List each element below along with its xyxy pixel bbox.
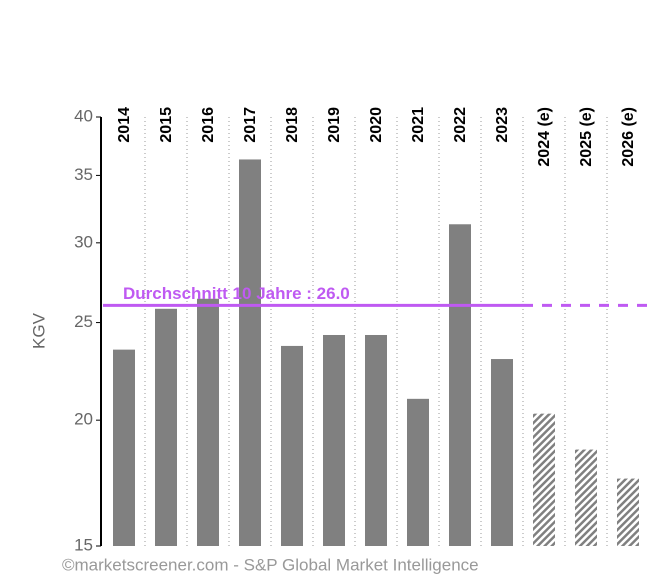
x-tick-label: 2024 (e) xyxy=(536,107,553,167)
x-tick-label: 2021 xyxy=(410,107,427,143)
x-tick-label: 2020 xyxy=(368,107,385,143)
bar xyxy=(113,349,135,546)
y-tick-label: 25 xyxy=(74,312,93,331)
x-tick-label: 2015 xyxy=(158,107,175,143)
bar xyxy=(155,308,177,546)
y-tick-label: 20 xyxy=(74,410,93,429)
bar xyxy=(575,449,597,546)
x-tick-label: 2022 xyxy=(452,107,469,143)
x-tick-label: 2018 xyxy=(284,107,301,143)
bar xyxy=(197,298,219,546)
x-tick-label: 2019 xyxy=(326,107,343,143)
x-tick-label: 2017 xyxy=(242,107,259,143)
x-tick-label: 2025 (e) xyxy=(578,107,595,167)
x-tick-label: 2023 xyxy=(494,107,511,143)
x-tick-label: 2026 (e) xyxy=(620,107,637,167)
bar xyxy=(323,334,345,546)
average-label: Durchschnitt 10 Jahre : 26.0 xyxy=(123,284,350,303)
bar xyxy=(365,334,387,546)
y-tick-label: 15 xyxy=(74,535,93,554)
x-tick-label: 2014 xyxy=(116,107,133,143)
bar xyxy=(533,413,555,546)
footer: ©marketscreener.com - S&P Global Market … xyxy=(62,555,479,574)
y-tick-label: 40 xyxy=(74,106,93,125)
x-tick-label: 2016 xyxy=(200,107,217,143)
bar xyxy=(239,159,261,546)
bar xyxy=(449,224,471,547)
bar xyxy=(407,398,429,546)
bar xyxy=(491,359,513,546)
y-tick-label: 30 xyxy=(74,232,93,251)
bar xyxy=(281,345,303,546)
y-axis-label: KGV xyxy=(29,312,48,349)
bar xyxy=(617,478,639,546)
y-tick-label: 35 xyxy=(74,165,93,184)
